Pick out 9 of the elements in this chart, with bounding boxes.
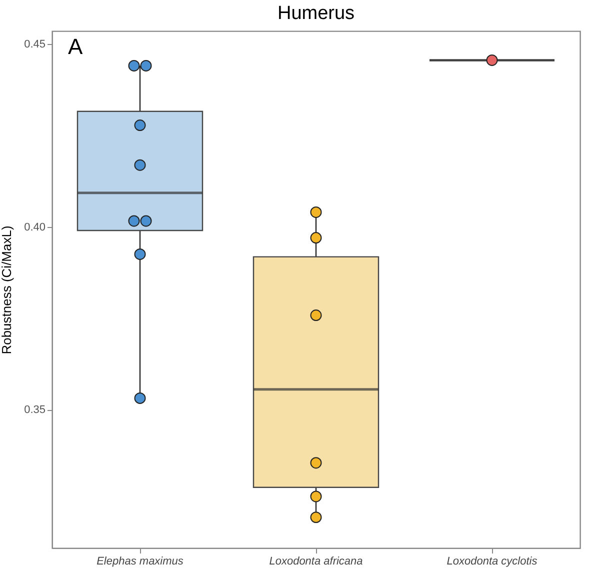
y-axis-title: Robustness (Ci/MaxL)	[0, 226, 14, 354]
x-tick-label: Elephas maximus	[96, 556, 184, 568]
annotation: A	[68, 34, 83, 59]
chart-title: Humerus	[277, 3, 355, 24]
y-tick-label: 0.40	[24, 221, 46, 234]
x-tick-label: Loxodonta africana	[269, 556, 363, 568]
y-tick-label: 0.45	[24, 38, 46, 51]
x-tick-label: Loxodonta cyclotis	[446, 556, 538, 568]
y-tick-label: 0.35	[24, 404, 46, 416]
